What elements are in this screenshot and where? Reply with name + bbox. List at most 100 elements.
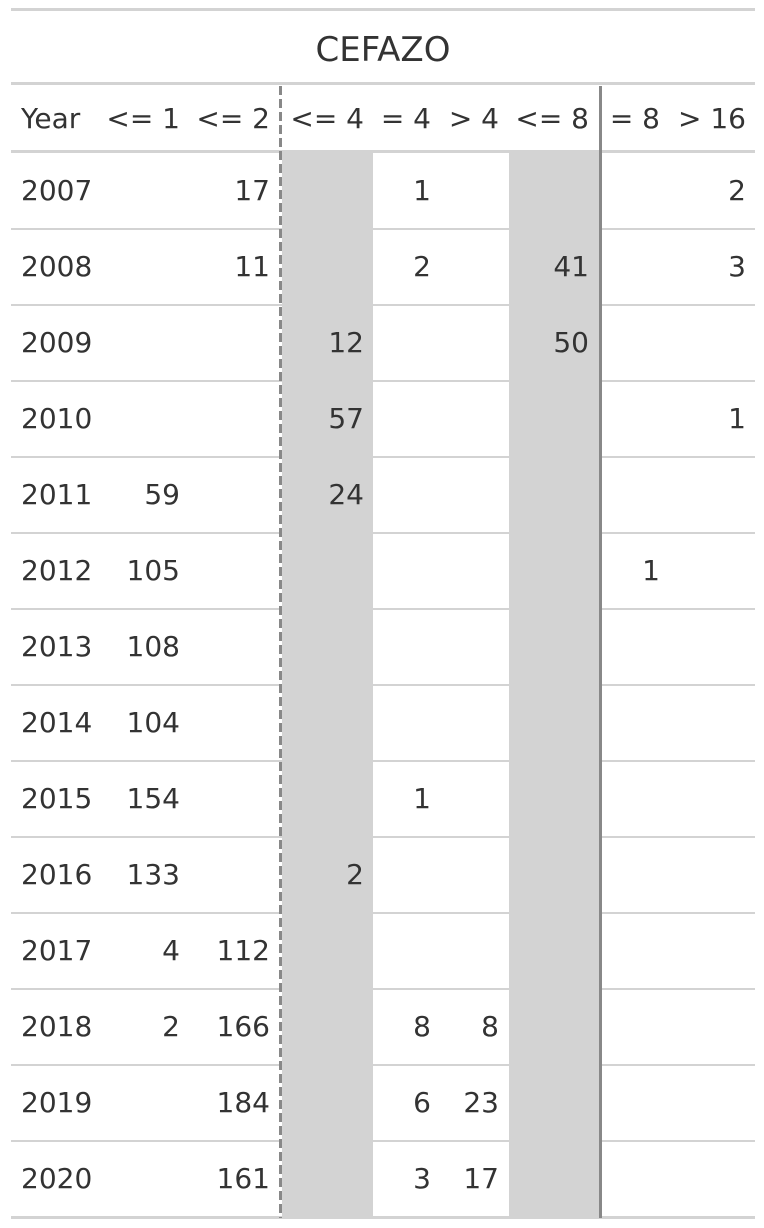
count-cell bbox=[282, 609, 364, 685]
count-cell: 6 bbox=[413, 1086, 431, 1119]
count-cell bbox=[660, 305, 746, 381]
count-cell bbox=[660, 1065, 746, 1141]
count-cell bbox=[660, 761, 746, 837]
count-cell bbox=[190, 381, 270, 457]
count-cell bbox=[431, 457, 499, 533]
row-divider bbox=[11, 1140, 755, 1142]
row-divider bbox=[11, 760, 755, 762]
count-cell: 50 bbox=[553, 326, 589, 359]
column-header-eq4: = 4 bbox=[380, 102, 431, 135]
count-cell bbox=[282, 989, 364, 1065]
count-cell: 1 bbox=[642, 554, 660, 587]
count-cell bbox=[509, 1141, 589, 1217]
year-cell: 2008 bbox=[21, 250, 93, 283]
count-cell: 2 bbox=[413, 250, 431, 283]
count-cell: 2 bbox=[346, 858, 364, 891]
count-cell bbox=[602, 229, 660, 305]
row-divider bbox=[11, 532, 755, 534]
row-divider bbox=[11, 684, 755, 686]
count-cell bbox=[660, 685, 746, 761]
count-cell bbox=[431, 609, 499, 685]
count-cell bbox=[431, 685, 499, 761]
count-cell: 166 bbox=[216, 1010, 270, 1043]
count-cell: 4 bbox=[162, 934, 180, 967]
year-cell: 2018 bbox=[21, 1010, 93, 1043]
row-divider bbox=[11, 836, 755, 838]
count-cell: 154 bbox=[126, 782, 180, 815]
count-cell bbox=[660, 837, 746, 913]
count-cell: 1 bbox=[413, 174, 431, 207]
year-cell: 2010 bbox=[21, 402, 93, 435]
row-divider bbox=[11, 608, 755, 610]
count-cell: 2 bbox=[728, 174, 746, 207]
year-cell: 2017 bbox=[21, 934, 93, 967]
count-cell: 17 bbox=[463, 1162, 499, 1195]
count-cell bbox=[509, 457, 589, 533]
count-cell bbox=[373, 533, 431, 609]
count-cell bbox=[373, 609, 431, 685]
count-cell bbox=[509, 761, 589, 837]
column-header-eq8: = 8 bbox=[609, 102, 660, 135]
count-cell: 133 bbox=[126, 858, 180, 891]
count-cell bbox=[431, 533, 499, 609]
count-cell bbox=[190, 685, 270, 761]
count-cell bbox=[602, 913, 660, 989]
count-cell: 17 bbox=[234, 174, 270, 207]
count-cell bbox=[282, 153, 364, 229]
count-cell bbox=[100, 153, 180, 229]
count-cell: 8 bbox=[481, 1010, 499, 1043]
count-cell bbox=[373, 685, 431, 761]
count-cell: 108 bbox=[126, 630, 180, 663]
count-cell: 105 bbox=[126, 554, 180, 587]
count-cell bbox=[431, 913, 499, 989]
count-cell: 2 bbox=[162, 1010, 180, 1043]
count-cell: 112 bbox=[216, 934, 270, 967]
count-cell bbox=[431, 229, 499, 305]
count-cell bbox=[509, 685, 589, 761]
count-cell bbox=[509, 837, 589, 913]
count-cell bbox=[100, 381, 180, 457]
count-cell bbox=[602, 381, 660, 457]
count-cell bbox=[100, 305, 180, 381]
year-cell: 2019 bbox=[21, 1086, 93, 1119]
count-cell bbox=[509, 153, 589, 229]
top-rule bbox=[11, 8, 755, 11]
year-cell: 2011 bbox=[21, 478, 93, 511]
row-divider bbox=[11, 988, 755, 990]
count-cell bbox=[509, 609, 589, 685]
count-cell bbox=[431, 305, 499, 381]
count-cell bbox=[190, 533, 270, 609]
count-cell bbox=[602, 609, 660, 685]
row-divider bbox=[11, 456, 755, 458]
count-cell bbox=[282, 761, 364, 837]
header-rule bbox=[11, 150, 755, 153]
count-cell bbox=[282, 1065, 364, 1141]
count-cell bbox=[509, 1065, 589, 1141]
year-cell: 2016 bbox=[21, 858, 93, 891]
count-cell bbox=[100, 1141, 180, 1217]
count-cell: 8 bbox=[413, 1010, 431, 1043]
count-cell bbox=[660, 609, 746, 685]
count-cell: 23 bbox=[463, 1086, 499, 1119]
year-cell: 2007 bbox=[21, 174, 93, 207]
count-cell bbox=[100, 229, 180, 305]
count-cell: 41 bbox=[553, 250, 589, 283]
count-cell bbox=[431, 837, 499, 913]
count-cell: 104 bbox=[126, 706, 180, 739]
count-cell bbox=[602, 153, 660, 229]
column-header-le4: <= 4 bbox=[290, 102, 364, 135]
column-header-gt16: > 16 bbox=[678, 102, 746, 135]
column-header-le1: <= 1 bbox=[106, 102, 180, 135]
count-cell: 3 bbox=[728, 250, 746, 283]
count-cell: 59 bbox=[144, 478, 180, 511]
title-rule bbox=[11, 82, 755, 85]
count-cell: 12 bbox=[328, 326, 364, 359]
year-cell: 2009 bbox=[21, 326, 93, 359]
count-cell bbox=[660, 457, 746, 533]
row-divider bbox=[11, 912, 755, 914]
count-cell bbox=[660, 989, 746, 1065]
count-cell: 1 bbox=[728, 402, 746, 435]
year-cell: 2014 bbox=[21, 706, 93, 739]
count-cell bbox=[190, 457, 270, 533]
